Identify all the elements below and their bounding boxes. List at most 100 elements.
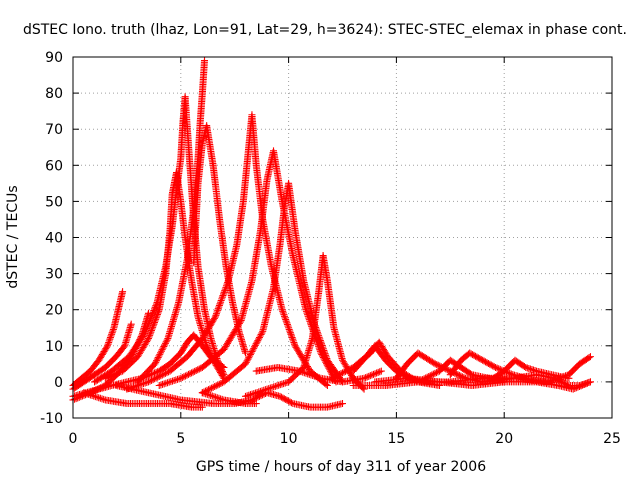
data-point bbox=[188, 369, 196, 377]
data-markers bbox=[69, 57, 594, 411]
data-point bbox=[322, 353, 330, 361]
data-point bbox=[256, 387, 264, 395]
data-point bbox=[178, 374, 186, 382]
data-point bbox=[335, 370, 343, 378]
data-point bbox=[155, 307, 163, 315]
data-point bbox=[149, 370, 157, 378]
data-point bbox=[147, 327, 155, 335]
data-point bbox=[283, 378, 291, 386]
data-point bbox=[243, 357, 251, 365]
data-point bbox=[371, 370, 379, 378]
data-point bbox=[247, 349, 255, 357]
data-point bbox=[107, 332, 115, 340]
data-point bbox=[210, 316, 218, 324]
data-point bbox=[106, 372, 114, 380]
data-point bbox=[149, 376, 157, 384]
data-point bbox=[428, 371, 436, 379]
data-point bbox=[205, 323, 213, 331]
data-point bbox=[114, 369, 122, 377]
data-point bbox=[167, 378, 175, 386]
data-point bbox=[452, 370, 460, 378]
data-point bbox=[300, 369, 308, 377]
data-point bbox=[467, 370, 475, 378]
y-tick-label: 10 bbox=[45, 339, 63, 355]
data-point bbox=[221, 287, 229, 295]
data-point bbox=[377, 341, 385, 349]
data-point bbox=[157, 349, 165, 357]
data-point bbox=[287, 399, 295, 407]
data-point bbox=[562, 372, 570, 380]
data-point bbox=[158, 371, 166, 379]
data-point bbox=[376, 340, 384, 348]
data-point bbox=[369, 370, 377, 378]
data-point bbox=[149, 322, 157, 330]
data-point bbox=[109, 371, 117, 379]
data-point bbox=[101, 374, 109, 382]
data-point bbox=[220, 288, 228, 296]
x-tick-label: 20 bbox=[495, 431, 513, 447]
data-point bbox=[80, 389, 88, 397]
data-point bbox=[96, 394, 104, 402]
data-point bbox=[256, 332, 264, 340]
data-point bbox=[156, 350, 164, 358]
data-point bbox=[305, 314, 313, 322]
data-point bbox=[215, 394, 223, 402]
data-point bbox=[149, 308, 157, 316]
data-point bbox=[152, 374, 160, 382]
data-point bbox=[100, 395, 108, 403]
data-point bbox=[368, 371, 376, 379]
data-point bbox=[309, 372, 317, 380]
data-point bbox=[209, 383, 217, 391]
data-point bbox=[220, 290, 228, 298]
data-point bbox=[105, 339, 113, 347]
data-point bbox=[217, 379, 225, 387]
data-point bbox=[285, 324, 293, 332]
data-point bbox=[316, 335, 324, 343]
data-point bbox=[208, 384, 216, 392]
data-point bbox=[175, 375, 183, 383]
data-point bbox=[216, 367, 224, 375]
data-point bbox=[144, 336, 152, 344]
data-point bbox=[218, 293, 226, 301]
data-point bbox=[204, 326, 212, 334]
data-point bbox=[169, 377, 177, 385]
y-tick-label: 50 bbox=[45, 194, 63, 210]
data-point bbox=[157, 381, 165, 389]
data-point bbox=[136, 381, 144, 389]
data-point bbox=[172, 376, 180, 384]
data-point bbox=[159, 344, 167, 352]
data-point bbox=[88, 392, 96, 400]
data-point bbox=[454, 371, 462, 379]
data-point bbox=[224, 278, 232, 286]
data-point bbox=[109, 325, 117, 333]
data-point bbox=[98, 395, 106, 403]
data-point bbox=[255, 334, 263, 342]
data-point bbox=[304, 370, 312, 378]
data-point bbox=[81, 389, 89, 397]
data-point bbox=[149, 310, 157, 318]
data-point bbox=[96, 355, 104, 363]
data-point bbox=[216, 300, 224, 308]
data-point bbox=[154, 354, 162, 362]
data-point bbox=[163, 336, 171, 344]
data-point bbox=[208, 319, 216, 327]
data-point bbox=[304, 364, 312, 372]
data-point bbox=[271, 382, 279, 390]
data-point bbox=[259, 391, 267, 399]
data-point bbox=[551, 375, 559, 383]
data-point bbox=[218, 371, 226, 379]
data-point bbox=[212, 361, 220, 369]
chart-title: dSTEC Iono. truth (lhaz, Lon=91, Lat=29,… bbox=[23, 22, 627, 38]
data-point bbox=[191, 367, 199, 375]
data-point bbox=[148, 376, 156, 384]
data-point bbox=[212, 393, 220, 401]
y-tick-label: 40 bbox=[45, 231, 63, 247]
data-point bbox=[318, 340, 326, 348]
data-point bbox=[222, 282, 230, 290]
data-point bbox=[331, 373, 339, 381]
data-point bbox=[98, 350, 106, 358]
data-point bbox=[376, 368, 384, 376]
data-point bbox=[339, 369, 346, 377]
data-point bbox=[211, 313, 219, 321]
data-point bbox=[104, 373, 112, 381]
